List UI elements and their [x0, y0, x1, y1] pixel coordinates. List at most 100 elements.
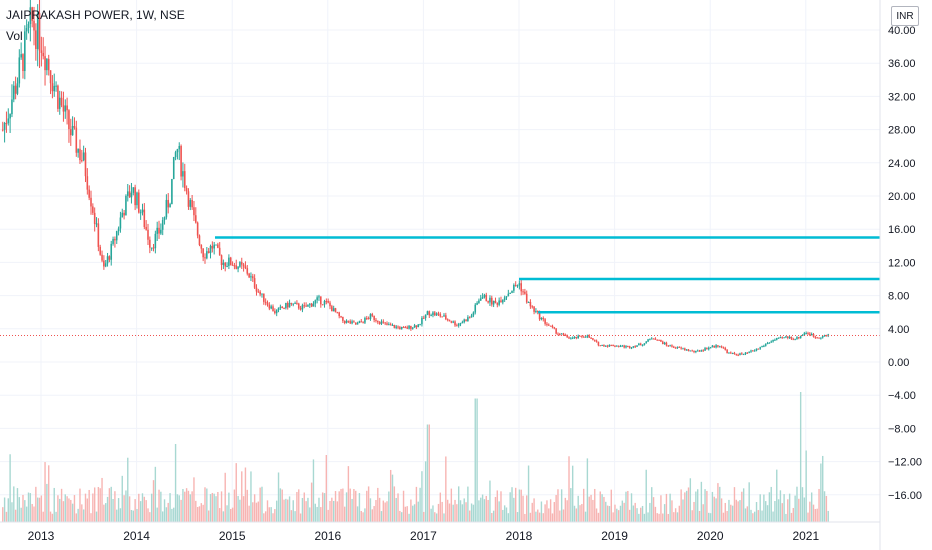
volume-bar	[623, 502, 625, 522]
candle-body	[461, 322, 464, 324]
candle-body	[735, 353, 738, 355]
candle-body	[77, 148, 79, 153]
volume-bar	[150, 493, 153, 522]
volume-bar	[816, 508, 818, 522]
candle-body	[448, 319, 451, 322]
candle-body	[577, 335, 579, 339]
volume-bar	[367, 486, 370, 522]
volume-bar	[287, 499, 289, 522]
volume-bar	[356, 506, 359, 522]
volume-bar	[605, 501, 607, 522]
candle-body	[259, 291, 261, 295]
volume-bar	[546, 500, 548, 522]
volume-bar	[415, 486, 418, 522]
volume-bar	[134, 499, 136, 522]
candle-body	[406, 327, 409, 329]
volume-bar	[685, 490, 688, 522]
candle-body	[46, 58, 48, 71]
symbol-title[interactable]: JAIPRAKASH POWER, 1W, NSE	[6, 8, 185, 22]
volume-bar	[478, 500, 480, 522]
volume-bar	[796, 486, 798, 522]
price-axis-bg	[880, 0, 932, 550]
candle-body	[467, 317, 469, 322]
volume-bar	[435, 513, 438, 522]
volume-bar	[263, 513, 265, 522]
candle-body	[286, 302, 289, 308]
volume-bar	[64, 494, 66, 522]
candle-body	[601, 344, 603, 346]
volume-bar	[93, 487, 96, 522]
candle-body	[325, 301, 328, 303]
volume-bar	[526, 495, 528, 522]
candle-body	[685, 349, 688, 351]
candle-body	[805, 333, 807, 335]
candle-body	[799, 335, 802, 339]
volume-bar	[218, 508, 221, 522]
volume-bar	[594, 488, 596, 522]
volume-bar	[656, 513, 658, 522]
volume-bar	[428, 424, 430, 522]
volume-bar	[562, 509, 565, 522]
candle-body	[296, 302, 298, 304]
volume-bar	[198, 506, 201, 522]
volume-bar	[520, 489, 522, 522]
candle-body	[755, 348, 758, 351]
candle-body	[713, 345, 716, 348]
candle-body	[253, 278, 256, 288]
candle-body	[288, 302, 291, 308]
candle-body	[786, 336, 789, 338]
volume-bar	[717, 483, 719, 522]
volume-bar	[215, 496, 217, 522]
volume-bar	[331, 497, 333, 522]
horizontal-levels: 15.0010.006.00	[214, 228, 925, 322]
volume-bar	[649, 502, 651, 522]
candle-body	[704, 348, 706, 351]
time-axis[interactable]: 2013 2014 2015 2016 2017 2018 2019 2020 2021	[0, 521, 880, 543]
candle-body	[375, 319, 377, 321]
candle-body	[49, 70, 52, 84]
candle-body	[638, 343, 640, 346]
volume-bar	[138, 493, 140, 522]
volume-bar	[228, 492, 230, 522]
price-axis[interactable]: 40.00 36.00 32.00 28.00 24.00 20.00 16.00 12.00…	[879, 0, 932, 550]
candle-body	[266, 302, 269, 305]
candle-body	[185, 188, 188, 192]
volume-bar	[325, 455, 328, 522]
candle-body	[264, 301, 267, 303]
candle-body	[345, 320, 348, 323]
volume-bar	[136, 508, 138, 522]
volume-bar	[332, 500, 335, 522]
candle-body	[422, 317, 425, 319]
volume-bar	[378, 497, 381, 522]
y-tick-label: 28.00	[888, 125, 916, 137]
volume-bar	[110, 486, 112, 522]
volume-bar	[814, 509, 817, 522]
candle-body	[592, 338, 594, 340]
volume-bar	[108, 488, 111, 522]
volume-bar	[204, 487, 206, 522]
volume-label[interactable]: Vol	[6, 29, 23, 43]
candle-body	[527, 301, 530, 303]
volume-bar	[799, 392, 802, 522]
volume-bar	[182, 488, 184, 522]
volume-bar	[509, 492, 511, 522]
candle-body	[141, 209, 144, 213]
candle-body	[568, 337, 570, 339]
volume-bar	[502, 509, 504, 522]
volume-bar	[369, 498, 372, 522]
candle-body	[820, 337, 822, 339]
candle-body	[522, 291, 524, 293]
candle-body	[610, 344, 613, 346]
volume-bar	[662, 513, 664, 522]
volume-bar	[766, 505, 769, 522]
volume-bar	[307, 497, 309, 522]
volume-bar	[619, 505, 622, 522]
volume-bar	[719, 486, 721, 522]
candle-body	[365, 317, 368, 319]
candle-body	[481, 297, 484, 299]
volume-bar	[62, 501, 65, 522]
currency-badge[interactable]: INR	[891, 6, 919, 26]
candle-body	[323, 301, 326, 305]
volume-bar	[553, 502, 555, 522]
